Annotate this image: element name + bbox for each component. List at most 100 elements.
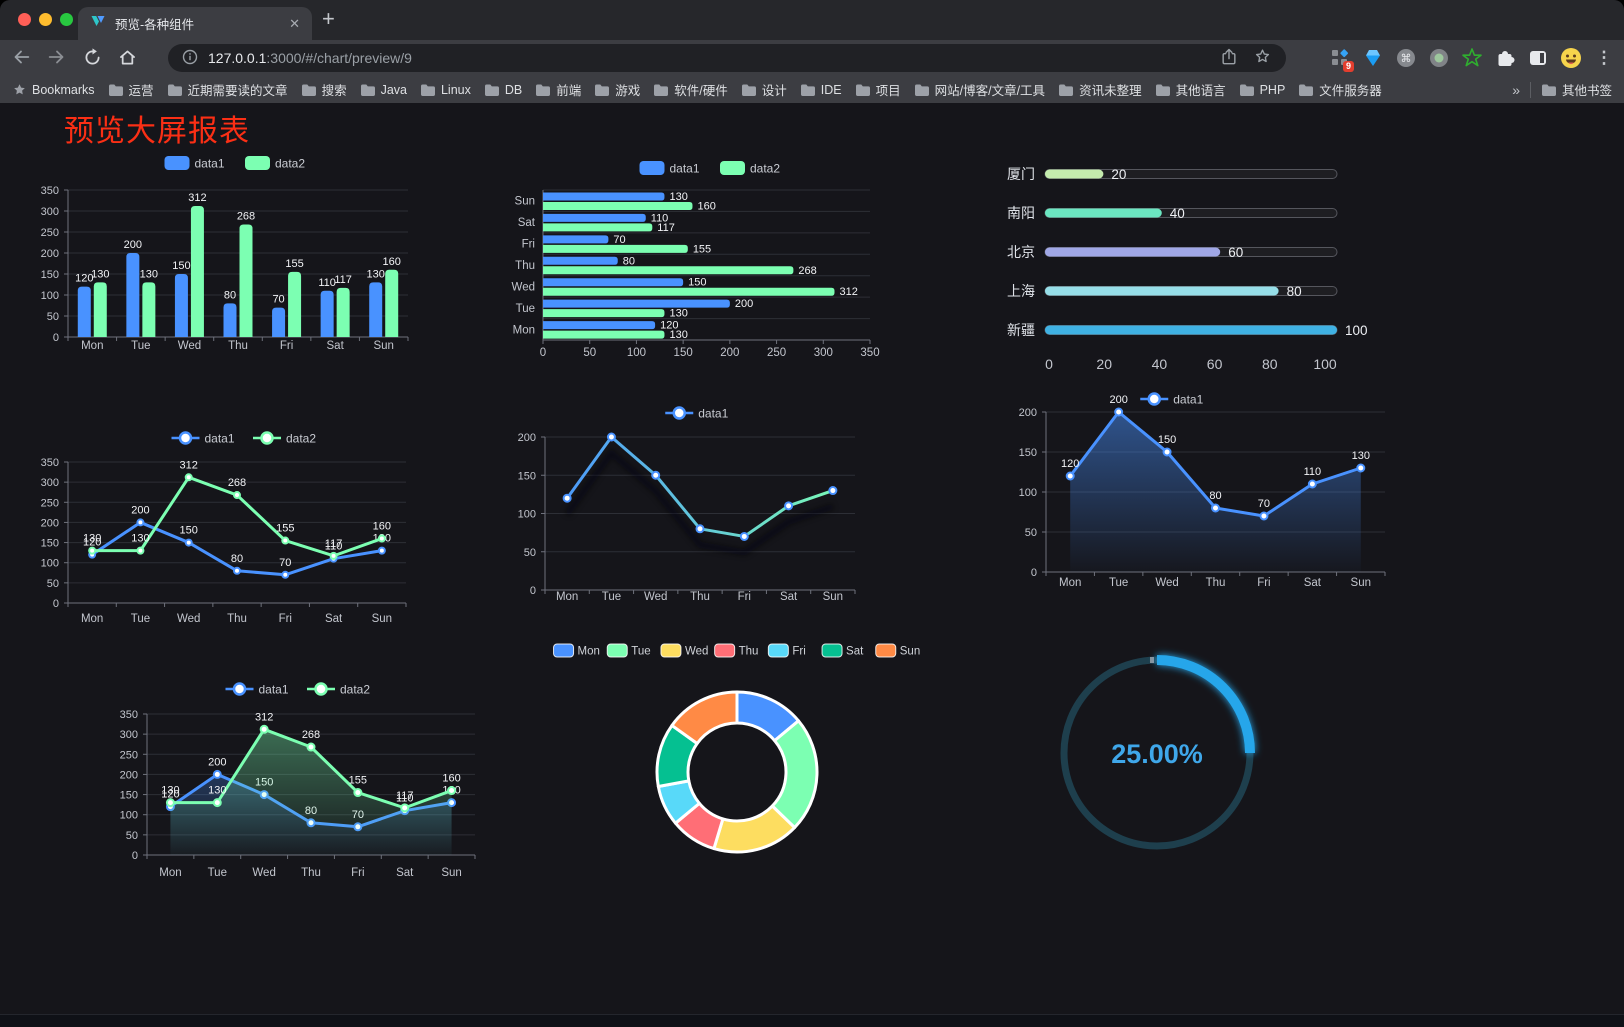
chart-area-dual[interactable]: data1 data2 0 50 100 150 200 250 300 350 Mon Tue Wed…: [103, 665, 485, 893]
bookmark-folder-item[interactable]: 近期需要读的文章: [167, 80, 288, 99]
progress-fill-南阳[interactable]: [1045, 208, 1162, 218]
bar-data2-Tue[interactable]: [142, 282, 156, 337]
progress-fill-北京[interactable]: [1045, 247, 1221, 257]
bookmark-folder-item[interactable]: 软件/硬件: [653, 80, 728, 99]
bookmark-folder-item[interactable]: 游戏: [594, 80, 640, 99]
hbar-data2-Wed[interactable]: [543, 287, 835, 296]
bookmark-folder-item[interactable]: Linux: [420, 83, 471, 97]
hbar-data1-Wed[interactable]: [543, 278, 684, 287]
legend-marker-data2[interactable]: [314, 682, 328, 696]
legend-swatch-data2[interactable]: [720, 161, 745, 175]
bookmark-folder-item[interactable]: Java: [360, 83, 407, 97]
legend-swatch-Tue[interactable]: [606, 643, 628, 658]
sidebar-toggle-icon[interactable]: [1526, 46, 1550, 70]
browser-menu-icon[interactable]: ⋮: [1595, 48, 1613, 67]
bar-data1-Sat[interactable]: [320, 290, 334, 337]
bookmark-folder-item[interactable]: 资讯未整理: [1058, 80, 1142, 99]
bookmark-folder-item[interactable]: IDE: [800, 83, 842, 97]
home-button[interactable]: [117, 47, 138, 73]
other-bookmarks-folder[interactable]: 其他书签: [1541, 80, 1612, 99]
progress-fill-厦门[interactable]: [1045, 169, 1104, 179]
bookmark-folder-item[interactable]: 搜索: [301, 80, 347, 99]
tab-close-icon[interactable]: ✕: [289, 15, 300, 31]
legend-swatch-Sun[interactable]: [875, 643, 897, 658]
bookmark-folder-item[interactable]: 运营: [108, 80, 154, 99]
hbar-data1-Thu[interactable]: [543, 256, 618, 265]
new-tab-button[interactable]: +: [322, 6, 335, 31]
hbar-data2-Mon[interactable]: [543, 330, 665, 339]
chart-line-gradient[interactable]: data1 0 50 100 150 200 Mon Tue Wed Thu Fri Sat Sun: [495, 400, 890, 612]
legend-marker-data1[interactable]: [672, 406, 686, 420]
bar-data1-Sun[interactable]: [369, 282, 383, 337]
extension-gem-icon[interactable]: [1361, 46, 1385, 70]
legend-marker-data1[interactable]: [1147, 392, 1161, 406]
legend-swatch-Wed[interactable]: [660, 643, 682, 658]
hbar-data2-Sun[interactable]: [543, 202, 693, 210]
forward-button[interactable]: [46, 46, 68, 73]
legend-marker-data2[interactable]: [260, 431, 274, 445]
progress-fill-上海[interactable]: [1045, 286, 1279, 296]
bar-data2-Wed[interactable]: [190, 205, 204, 337]
extension-dot-icon[interactable]: [1427, 46, 1451, 70]
legend-swatch-data2[interactable]: [245, 156, 270, 170]
chart-bar-horizontal[interactable]: data1 data2 0 50 100 150 200 250 300 350 Sun 130 160…: [495, 155, 890, 370]
bookmark-folder-item[interactable]: PHP: [1239, 83, 1285, 97]
back-button[interactable]: [10, 46, 32, 73]
bar-data1-Mon[interactable]: [77, 286, 91, 337]
donut-slice-Sun[interactable]: [670, 690, 739, 745]
extension-blocks-icon[interactable]: 9: [1328, 46, 1354, 72]
bookmarks-manager[interactable]: Bookmarks: [12, 82, 95, 97]
bar-data2-Thu[interactable]: [239, 224, 253, 337]
extension-command-icon[interactable]: ⌘: [1394, 46, 1418, 70]
chart-donut[interactable]: Mon Tue Wed Thu Fri Sat Sun: [540, 635, 940, 891]
bookmark-folder-item[interactable]: 其他语言: [1155, 80, 1226, 99]
bookmark-star-icon[interactable]: [1253, 47, 1272, 69]
bar-data1-Thu[interactable]: [223, 303, 237, 337]
legend-swatch-data1[interactable]: [164, 156, 190, 170]
hbar-data1-Sun[interactable]: [543, 192, 665, 201]
extension-star-icon[interactable]: [1460, 46, 1484, 70]
profile-avatar-emoji[interactable]: [1559, 46, 1583, 70]
chart-bar-vertical[interactable]: data1 data2 0 50 100 150 200 250 300 350 Mon Tue Wed…: [40, 150, 430, 365]
site-info-icon[interactable]: [182, 49, 198, 68]
traffic-light-minimize[interactable]: [39, 13, 52, 26]
legend-swatch-Mon[interactable]: [553, 643, 575, 658]
bookmark-folder-item[interactable]: 项目: [855, 80, 901, 99]
gauge-progress[interactable]: [1156, 655, 1255, 754]
bookmark-folder-item[interactable]: DB: [484, 83, 522, 97]
legend-swatch-data1[interactable]: [639, 161, 665, 175]
chart-gauge[interactable]: 25.00%: [1040, 633, 1280, 878]
hbar-data1-Tue[interactable]: [543, 299, 730, 308]
progress-fill-新疆[interactable]: [1045, 325, 1337, 335]
bar-data2-Mon[interactable]: [93, 282, 107, 337]
legend-marker-data1[interactable]: [178, 431, 193, 445]
hbar-data2-Thu[interactable]: [543, 266, 794, 275]
chart-progress-list[interactable]: 厦门 20 南阳 40 北京 60 上海 80 新疆 100 0 20 40 60 80 100: [990, 155, 1375, 390]
bookmark-folder-item[interactable]: 网站/博客/文章/工具: [914, 80, 1045, 99]
legend-swatch-Sat[interactable]: [821, 643, 843, 658]
legend-swatch-Fri[interactable]: [767, 643, 789, 658]
legend-swatch-Thu[interactable]: [714, 643, 736, 658]
reload-button[interactable]: [82, 47, 103, 73]
share-icon[interactable]: [1219, 47, 1239, 70]
legend-marker-data1[interactable]: [232, 682, 247, 696]
hbar-data2-Fri[interactable]: [543, 244, 688, 253]
bar-data2-Sat[interactable]: [336, 287, 350, 337]
address-bar[interactable]: 127.0.0.1:3000/#/chart/preview/9: [168, 44, 1286, 72]
bar-data1-Wed[interactable]: [174, 274, 188, 337]
bar-data2-Sun[interactable]: [385, 269, 399, 337]
hbar-data2-Sat[interactable]: [543, 223, 653, 232]
extensions-puzzle-icon[interactable]: [1493, 46, 1517, 70]
chart-area-single[interactable]: data1 0 50 100 150 200 Mon Tue Wed Thu Fri Sat Sun 12…: [985, 390, 1400, 602]
bookmarks-overflow-chevron[interactable]: »: [1512, 81, 1520, 98]
hbar-data1-Sat[interactable]: [543, 213, 646, 222]
hbar-data2-Tue[interactable]: [543, 309, 665, 318]
bar-data1-Fri[interactable]: [272, 307, 286, 337]
browser-tab[interactable]: 预览-各种组件 ✕: [78, 7, 312, 40]
bookmark-folder-item[interactable]: 文件服务器: [1298, 80, 1382, 99]
bookmark-folder-item[interactable]: 前端: [535, 80, 581, 99]
bar-data2-Fri[interactable]: [288, 271, 302, 337]
chart-line-dual[interactable]: data1 data2 0 50 100 150 200 250 300 350 Mon Tue Wed…: [40, 425, 435, 640]
hbar-data1-Mon[interactable]: [543, 321, 656, 330]
traffic-light-zoom[interactable]: [60, 13, 73, 26]
